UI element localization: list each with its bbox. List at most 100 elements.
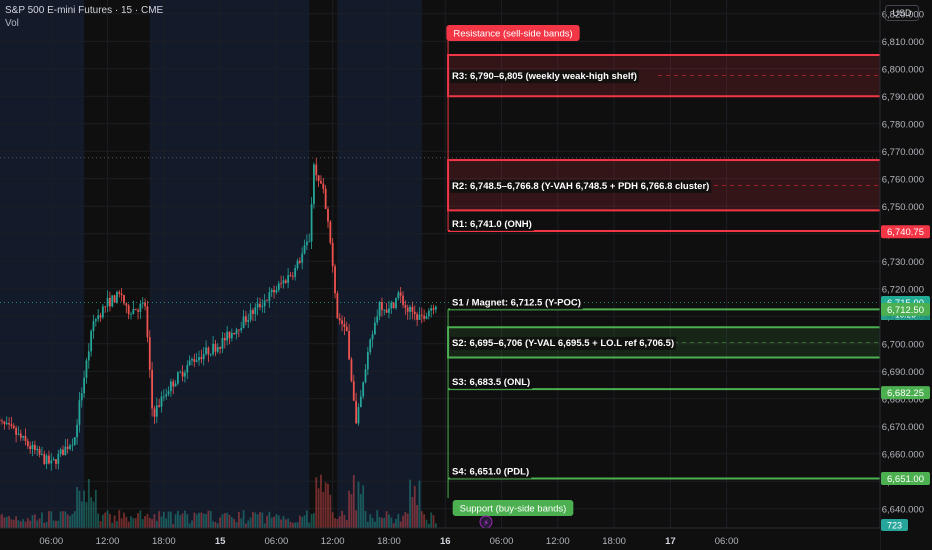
resistance-header-pill-bg xyxy=(446,25,580,41)
candle xyxy=(134,308,137,311)
volume-bar xyxy=(52,520,55,528)
candle xyxy=(313,164,315,205)
candle xyxy=(317,175,320,181)
candle xyxy=(200,357,203,360)
volume-bar xyxy=(19,521,22,528)
volume-bar xyxy=(345,519,348,528)
candle xyxy=(343,323,346,327)
volume-bar xyxy=(284,519,287,528)
volume-bar xyxy=(303,515,306,528)
candle xyxy=(137,310,139,312)
candle xyxy=(71,444,74,446)
candle xyxy=(12,425,15,429)
y-tick-label: 6,760.000 xyxy=(882,174,924,185)
candle xyxy=(162,396,165,398)
volume-bar xyxy=(5,516,8,528)
volume-bar xyxy=(249,517,252,528)
volume-bar xyxy=(223,513,226,528)
volume-bar xyxy=(48,511,50,528)
volume-bar xyxy=(109,513,111,528)
candle xyxy=(99,315,102,318)
currency-selector[interactable]: USD xyxy=(885,5,919,21)
y-tick-label: 6,690.000 xyxy=(882,367,924,378)
candle xyxy=(76,424,78,438)
volume-bar xyxy=(369,514,372,528)
volume-bar xyxy=(357,481,360,528)
candle xyxy=(3,421,6,425)
candle xyxy=(254,307,257,314)
volume-bar xyxy=(85,502,88,528)
y-tick-label: 6,730.000 xyxy=(882,257,924,268)
candle xyxy=(359,396,362,408)
candle xyxy=(411,306,414,312)
volume-bar xyxy=(97,513,100,528)
volume-bar xyxy=(73,511,76,528)
candle xyxy=(277,283,280,291)
level-5: S2: 6,695–6,706 (Y-VAL 6,695.5 + LO.L re… xyxy=(447,326,883,359)
volume-bar xyxy=(289,521,292,528)
candle xyxy=(212,343,214,355)
candles xyxy=(0,157,437,471)
volume-bar xyxy=(418,480,421,528)
volume-bar xyxy=(226,512,229,528)
level-label-bg xyxy=(450,336,677,350)
volume-bar xyxy=(427,523,430,528)
volume-bar xyxy=(385,511,388,528)
session-shade-0 xyxy=(0,0,85,528)
candle xyxy=(33,444,36,451)
candle xyxy=(174,383,177,387)
volume-bar xyxy=(399,521,402,528)
volume-bar xyxy=(261,512,264,528)
candle xyxy=(357,407,360,424)
candle xyxy=(219,347,222,349)
volume-bar xyxy=(235,522,238,528)
volume-bar xyxy=(179,515,182,528)
volume-bar xyxy=(268,511,271,528)
candle xyxy=(160,396,163,407)
candle xyxy=(177,372,179,384)
level-label: S1 / Magnet: 6,712.5 (Y-POC) xyxy=(452,297,581,308)
x-tick-label: 06:00 xyxy=(490,536,514,547)
candle xyxy=(87,351,90,361)
candle xyxy=(392,302,395,308)
candle xyxy=(148,337,151,370)
volume-bar xyxy=(411,497,414,528)
candle xyxy=(57,453,60,464)
candle xyxy=(383,309,386,311)
volume-bar xyxy=(305,510,308,528)
volume-bar xyxy=(245,523,247,528)
candle xyxy=(282,280,285,284)
volume-bar xyxy=(247,520,250,528)
y-tick-label: 6,680.000 xyxy=(882,394,924,405)
event-marker: ⚡ xyxy=(479,515,493,529)
volume-bar xyxy=(331,512,334,528)
level-4: S1 / Magnet: 6,712.5 (Y-POC) xyxy=(448,296,880,311)
candle xyxy=(172,381,175,387)
volume-bar xyxy=(80,501,83,528)
candle xyxy=(301,253,304,263)
volume-bar xyxy=(230,517,233,528)
symbol-title[interactable]: S&P 500 E-mini Futures · 15 · CME xyxy=(5,5,164,16)
candle xyxy=(261,306,264,308)
candle xyxy=(249,310,252,320)
volume-bar xyxy=(202,513,205,528)
volume-bar xyxy=(50,511,53,528)
volume-bar xyxy=(282,516,285,528)
volume-bar xyxy=(66,514,69,528)
candle xyxy=(205,347,207,355)
candle xyxy=(226,331,229,341)
candle xyxy=(427,310,430,317)
volume-indicator-label[interactable]: Vol xyxy=(5,18,19,29)
volume-bar xyxy=(355,510,358,528)
candle xyxy=(432,308,435,310)
volume-bar xyxy=(270,517,273,528)
volume-bar xyxy=(317,488,320,528)
candle xyxy=(320,180,322,184)
volume-bar xyxy=(430,512,433,528)
volume-bar xyxy=(423,514,426,528)
volume-bar xyxy=(148,517,151,528)
candle xyxy=(29,445,32,449)
volume-bar xyxy=(416,505,418,528)
volume-bar xyxy=(24,521,27,528)
